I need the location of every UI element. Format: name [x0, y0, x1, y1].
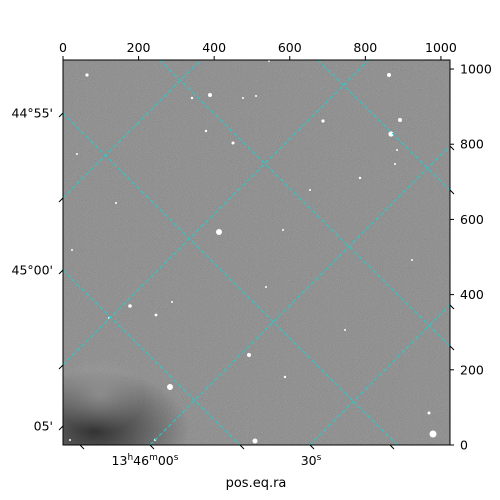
- star: [231, 141, 235, 145]
- star: [69, 439, 71, 441]
- star: [321, 119, 325, 123]
- top-tick-label: 600: [278, 40, 302, 55]
- grid-line: [63, 60, 370, 366]
- star: [388, 131, 394, 137]
- star: [344, 329, 346, 331]
- star: [171, 301, 173, 303]
- star: [115, 202, 117, 204]
- star: [429, 430, 437, 438]
- edge-tick: [449, 189, 455, 195]
- top-tick-label: 200: [127, 40, 151, 55]
- star: [71, 249, 73, 251]
- ra-tick: [389, 444, 395, 450]
- star: [208, 93, 212, 97]
- dec-tick: [58, 197, 64, 203]
- top-tick-label: 800: [353, 40, 377, 55]
- star: [190, 96, 194, 100]
- star: [283, 375, 287, 379]
- right-tick-label: 200: [460, 362, 484, 377]
- star: [398, 118, 402, 122]
- right-pixel-axis: 0 200 400 600 800 1000: [450, 62, 492, 453]
- dec-tick-label: 44°55': [12, 106, 54, 121]
- coordinate-grid: [63, 60, 450, 445]
- grid-line: [159, 60, 450, 347]
- star: [394, 163, 396, 165]
- star: [252, 438, 258, 444]
- ra-axis: 13h46m00s 30s: [79, 444, 395, 468]
- ra-tick: [79, 444, 85, 450]
- diffuse-glow: [63, 357, 145, 433]
- star: [282, 229, 284, 231]
- top-tick-label: 1000: [425, 40, 457, 55]
- star: [411, 259, 413, 261]
- right-tick-label: 0: [460, 438, 468, 453]
- star: [167, 384, 173, 390]
- ra-tick-label: 30s: [301, 453, 322, 468]
- dec-tick: [58, 112, 64, 118]
- dec-tick-label: 45°00': [12, 263, 54, 278]
- edge-tick: [449, 145, 455, 151]
- star: [309, 189, 311, 191]
- sky-image: [63, 60, 450, 445]
- star: [387, 73, 391, 77]
- star: [358, 176, 362, 180]
- edge-tick: [449, 304, 455, 310]
- ra-tick: [309, 444, 315, 450]
- star: [255, 95, 257, 97]
- grid-line: [63, 60, 202, 199]
- top-pixel-axis: 0 200 400 600 800 1000: [59, 40, 457, 60]
- dec-tick: [58, 269, 64, 275]
- grid-line: [309, 304, 450, 445]
- ra-tick-label: 13h46m00s: [112, 453, 179, 468]
- edge-tick: [449, 345, 455, 351]
- star: [128, 304, 132, 308]
- top-tick-label: 400: [202, 40, 226, 55]
- star: [265, 286, 267, 288]
- dec-tick-label: 05': [34, 419, 53, 434]
- star: [427, 411, 431, 415]
- ra-tick: [149, 444, 155, 450]
- grid-line: [149, 145, 450, 445]
- star: [154, 313, 158, 317]
- x-axis-title: pos.eq.ra: [226, 476, 287, 491]
- star: [242, 97, 244, 99]
- right-tick-label: 400: [460, 287, 484, 302]
- star: [85, 73, 89, 77]
- dec-axis: 44°55' 45°00' 05': [12, 106, 455, 434]
- top-tick-label: 0: [59, 40, 67, 55]
- star: [216, 229, 222, 235]
- dec-tick: [58, 425, 64, 431]
- dec-tick: [58, 364, 64, 370]
- right-tick-label: 600: [460, 212, 484, 227]
- star: [76, 153, 78, 155]
- right-tick-label: 1000: [460, 62, 492, 77]
- star: [204, 129, 208, 133]
- grid-line: [63, 269, 241, 445]
- grid-line: [317, 60, 450, 191]
- star: [396, 149, 398, 151]
- plot-frame: [62, 59, 451, 446]
- star: [247, 353, 251, 357]
- right-tick-label: 800: [460, 137, 484, 152]
- star-field: [69, 60, 437, 444]
- ra-tick: [239, 444, 245, 450]
